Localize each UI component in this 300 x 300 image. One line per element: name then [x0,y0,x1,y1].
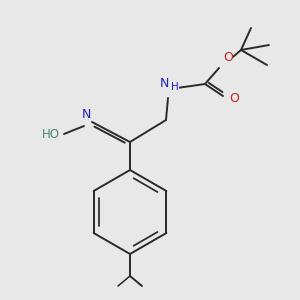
Text: O: O [223,51,233,64]
Text: HO: HO [42,128,60,140]
Text: N: N [160,77,169,90]
Text: O: O [229,92,239,104]
Text: H: H [171,82,179,92]
Text: N: N [82,108,91,121]
